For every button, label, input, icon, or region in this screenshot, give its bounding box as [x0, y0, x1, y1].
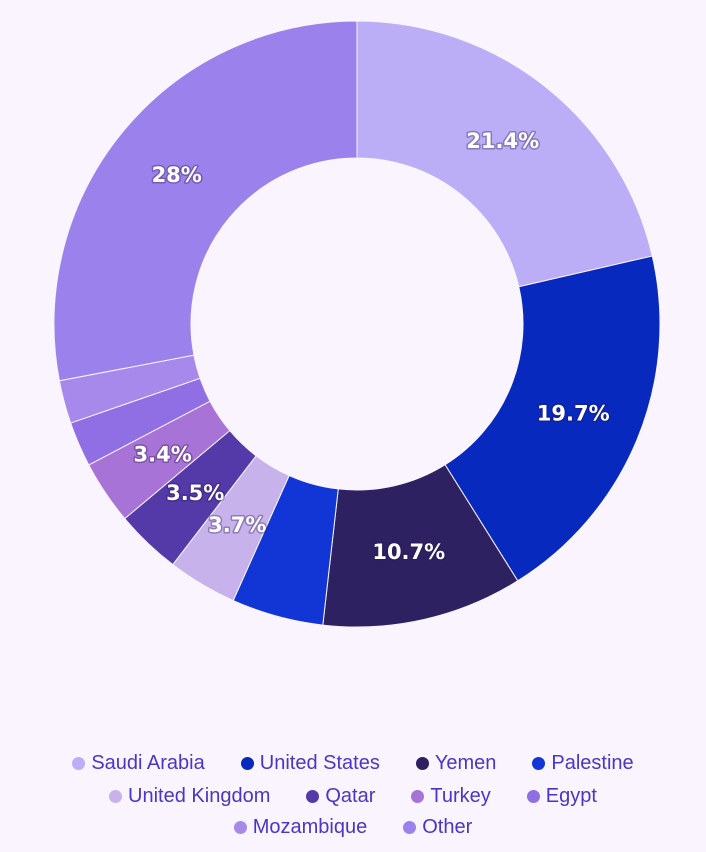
slice-label-turkey: 3.4%: [134, 442, 192, 466]
legend-label: Egypt: [545, 784, 597, 807]
legend-item-united-kingdom[interactable]: United Kingdom: [109, 783, 270, 809]
slice-labels: 21.4% 19.7% 10.7% 3.7% 3.5% 3.4% 28%: [132, 127, 611, 565]
legend-row: United Kingdom Qatar Turkey Egypt: [0, 783, 706, 809]
legend-item-palestine[interactable]: Palestine: [532, 750, 634, 776]
legend-swatch: [306, 789, 320, 803]
legend-label: United States: [259, 751, 380, 774]
slice-united-states: [444, 255, 661, 582]
legend-label: Palestine: [551, 751, 634, 774]
legend-swatch: [240, 756, 254, 770]
legend-label: Saudi Arabia: [91, 751, 205, 774]
legend-swatch: [72, 756, 86, 770]
legend-swatch: [532, 756, 546, 770]
slice-label-qatar: 3.5%: [166, 481, 224, 505]
slice-other: [53, 20, 358, 382]
slice-label-yemen: 10.7%: [372, 540, 445, 564]
donut-chart: 21.4% 19.7% 10.7% 3.7% 3.5% 3.4% 28%: [53, 20, 661, 628]
legend-item-saudi-arabia[interactable]: Saudi Arabia: [72, 750, 205, 776]
legend-item-mozambique[interactable]: Mozambique: [233, 814, 368, 840]
slice-label-united-kingdom: 3.7%: [208, 513, 266, 537]
legend-swatch: [233, 820, 247, 834]
legend-row: Saudi Arabia United States Yemen Palestine: [0, 750, 706, 776]
donut-slices: [53, 20, 661, 628]
slice-saudi-arabia: [356, 20, 653, 288]
legend-label: United Kingdom: [128, 784, 271, 807]
slice-label-other: 28%: [152, 163, 202, 187]
legend-item-qatar[interactable]: Qatar: [306, 783, 375, 809]
legend-item-turkey[interactable]: Turkey: [411, 783, 491, 809]
legend-swatch: [526, 789, 540, 803]
legend-swatch: [415, 756, 429, 770]
slice-label-saudi-arabia: 21.4%: [466, 129, 539, 153]
legend-label: Other: [422, 815, 473, 838]
legend-item-other[interactable]: Other: [403, 814, 472, 840]
legend-row: Mozambique Other: [0, 814, 706, 840]
legend-swatch: [403, 820, 417, 834]
legend-item-yemen[interactable]: Yemen: [415, 750, 497, 776]
legend-label: Qatar: [325, 784, 376, 807]
legend-swatch: [411, 789, 425, 803]
legend-swatch: [109, 789, 123, 803]
legend-item-egypt[interactable]: Egypt: [526, 783, 597, 809]
legend-label: Yemen: [434, 751, 497, 774]
legend-item-united-states[interactable]: United States: [240, 750, 380, 776]
legend-label: Mozambique: [252, 815, 368, 838]
legend-label: Turkey: [430, 784, 491, 807]
slice-label-united-states: 19.7%: [537, 402, 610, 426]
